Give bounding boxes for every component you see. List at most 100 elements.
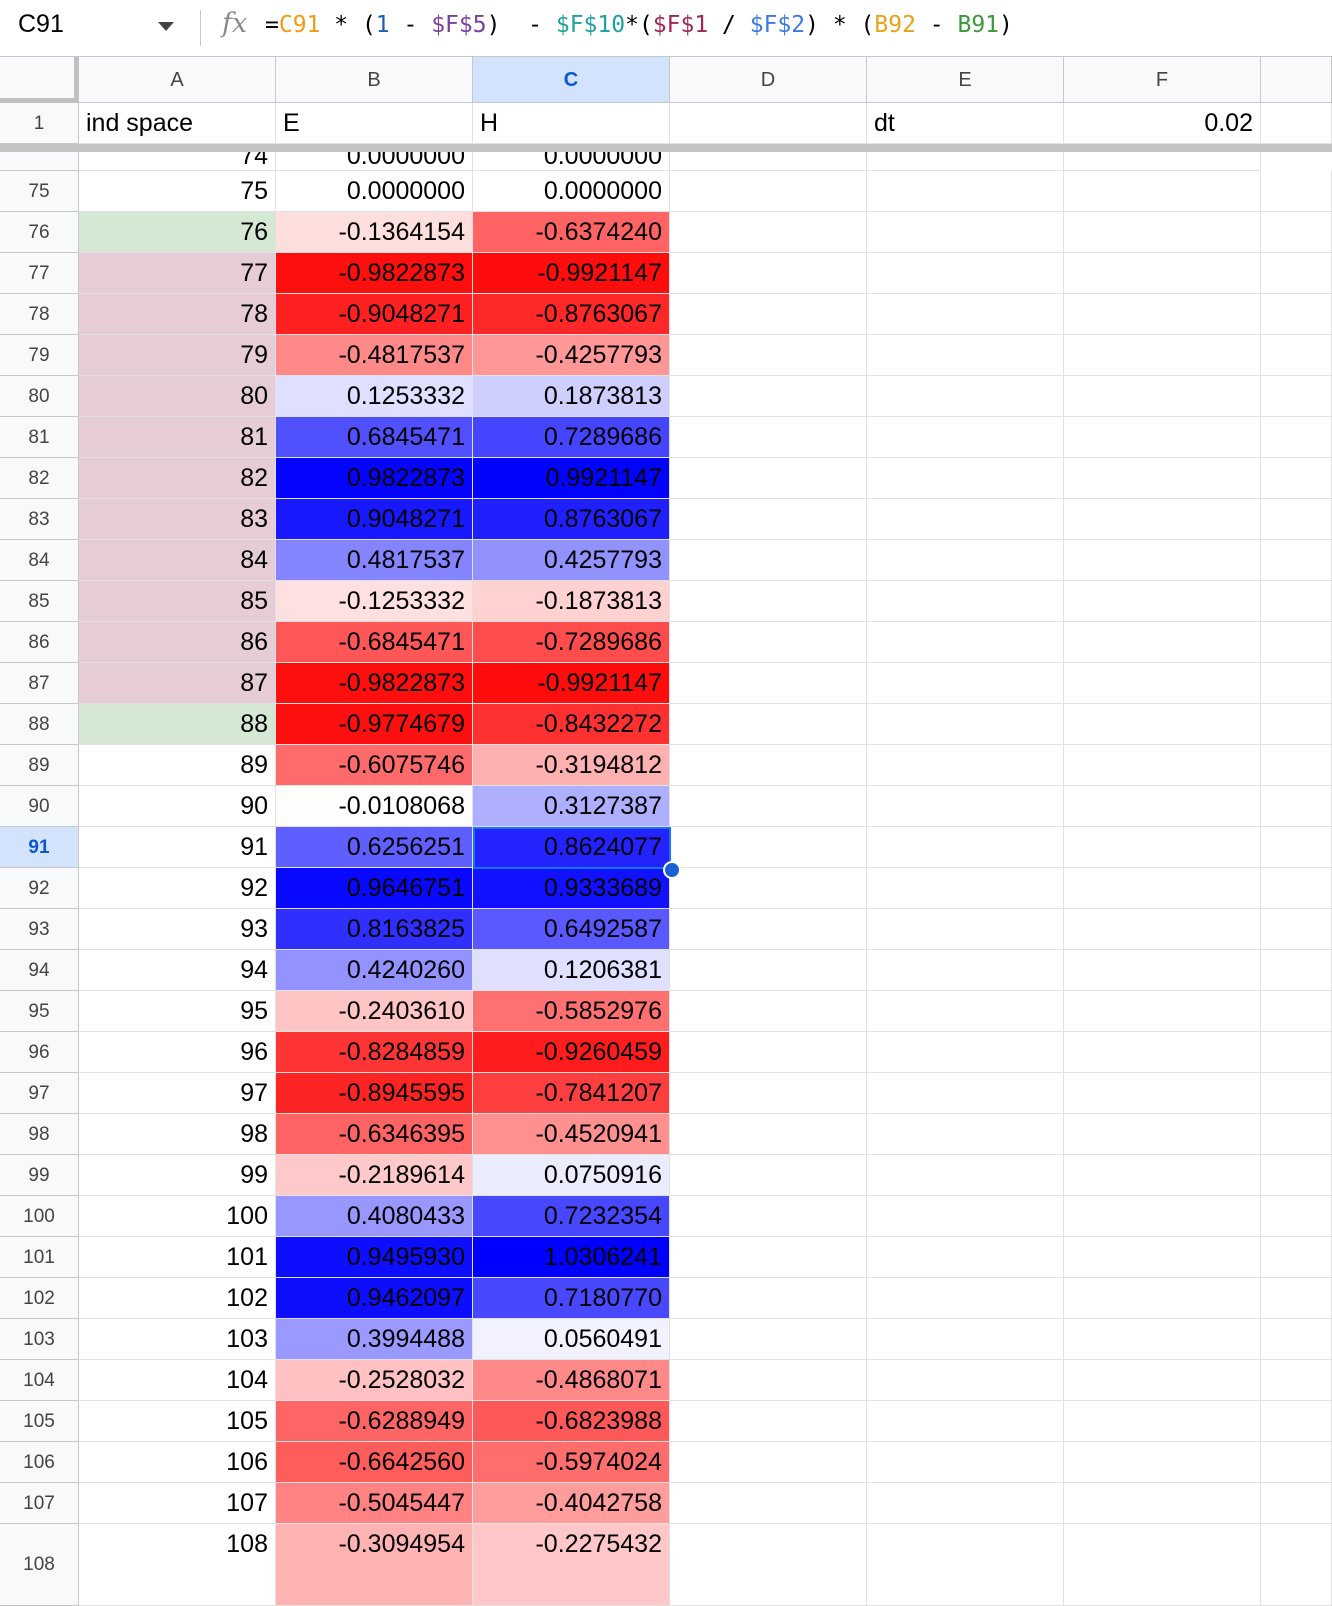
cell-empty[interactable]	[670, 1196, 867, 1237]
cell-empty[interactable]	[670, 499, 867, 540]
cell-empty[interactable]	[1261, 1524, 1332, 1606]
cell-empty[interactable]	[867, 1483, 1064, 1524]
row-header[interactable]: 101	[0, 1237, 79, 1278]
cell-empty[interactable]	[670, 581, 867, 622]
cell-b95[interactable]: -0.2403610	[276, 991, 473, 1032]
cell-empty[interactable]	[867, 540, 1064, 581]
cell-a89[interactable]: 89	[79, 745, 276, 786]
cell-empty[interactable]	[867, 704, 1064, 745]
cell-empty[interactable]	[867, 950, 1064, 991]
cell-empty[interactable]	[1064, 1360, 1261, 1401]
cell-empty[interactable]	[1064, 745, 1261, 786]
cell-a95[interactable]: 95	[79, 991, 276, 1032]
cell-empty[interactable]	[670, 212, 867, 253]
cell-a91[interactable]: 91	[79, 827, 276, 868]
cell-c78[interactable]: -0.8763067	[473, 294, 670, 335]
cell-empty[interactable]	[1064, 827, 1261, 868]
cell-c85[interactable]: -0.1873813	[473, 581, 670, 622]
cell-empty[interactable]	[670, 991, 867, 1032]
cell-c92[interactable]: 0.9333689	[473, 868, 670, 909]
row-header[interactable]: 85	[0, 581, 79, 622]
cell-empty[interactable]	[867, 1360, 1064, 1401]
cell-b96[interactable]: -0.8284859	[276, 1032, 473, 1073]
cell-empty[interactable]	[670, 1114, 867, 1155]
cell-empty[interactable]	[670, 1278, 867, 1319]
row-header[interactable]: 103	[0, 1319, 79, 1360]
cell-empty[interactable]	[1261, 1401, 1332, 1442]
cell-empty[interactable]	[1064, 950, 1261, 991]
cell-e1[interactable]: dt	[867, 103, 1064, 144]
cell-empty[interactable]	[670, 1155, 867, 1196]
row-header[interactable]: 105	[0, 1401, 79, 1442]
cell-empty[interactable]	[670, 1360, 867, 1401]
cell-empty[interactable]	[867, 1114, 1064, 1155]
cell-partial-row[interactable]: 0.0000000	[276, 152, 473, 171]
cell-c94[interactable]: 0.1206381	[473, 950, 670, 991]
cell-c83[interactable]: 0.8763067	[473, 499, 670, 540]
cell-c102[interactable]: 0.7180770	[473, 1278, 670, 1319]
cell-empty[interactable]	[867, 786, 1064, 827]
cell-empty[interactable]	[1064, 1442, 1261, 1483]
cell-a79[interactable]: 79	[79, 335, 276, 376]
cell-a107[interactable]: 107	[79, 1483, 276, 1524]
cell-empty[interactable]	[670, 1237, 867, 1278]
row-header[interactable]: 83	[0, 499, 79, 540]
row-header[interactable]: 98	[0, 1114, 79, 1155]
cell-empty[interactable]	[1261, 827, 1332, 868]
cell-b93[interactable]: 0.8163825	[276, 909, 473, 950]
cell-c108[interactable]: -0.2275432	[473, 1524, 670, 1606]
cell-empty[interactable]	[867, 1073, 1064, 1114]
select-all-corner[interactable]	[0, 57, 79, 103]
cell-empty[interactable]	[670, 745, 867, 786]
cell-c105[interactable]: -0.6823988	[473, 1401, 670, 1442]
cell-b106[interactable]: -0.6642560	[276, 1442, 473, 1483]
cell-c101[interactable]: 1.0306241	[473, 1237, 670, 1278]
cell-empty[interactable]	[1261, 581, 1332, 622]
cell-empty[interactable]	[1261, 171, 1332, 212]
cell-empty[interactable]	[867, 335, 1064, 376]
cell-a1[interactable]: ind space	[79, 103, 276, 144]
cell-a81[interactable]: 81	[79, 417, 276, 458]
cell-b79[interactable]: -0.4817537	[276, 335, 473, 376]
cell-empty[interactable]	[867, 827, 1064, 868]
cell-f1[interactable]: 0.02	[1064, 103, 1261, 144]
cell-empty[interactable]	[670, 417, 867, 458]
cell-a92[interactable]: 92	[79, 868, 276, 909]
cell-b94[interactable]: 0.4240260	[276, 950, 473, 991]
cell-b103[interactable]: 0.3994488	[276, 1319, 473, 1360]
cell-empty[interactable]	[867, 171, 1064, 212]
cell-empty[interactable]	[1064, 417, 1261, 458]
row-header[interactable]: 89	[0, 745, 79, 786]
column-header-e[interactable]: E	[867, 57, 1064, 103]
cell-b81[interactable]: 0.6845471	[276, 417, 473, 458]
cell-empty[interactable]	[670, 1442, 867, 1483]
cell-a105[interactable]: 105	[79, 1401, 276, 1442]
cell-empty[interactable]	[867, 1401, 1064, 1442]
cell-empty[interactable]	[867, 1237, 1064, 1278]
row-header[interactable]: 106	[0, 1442, 79, 1483]
row-header[interactable]: 96	[0, 1032, 79, 1073]
row-header[interactable]: 86	[0, 622, 79, 663]
cell-c1[interactable]: H	[473, 103, 670, 144]
active-cell-selection[interactable]	[473, 827, 671, 869]
cell-a99[interactable]: 99	[79, 1155, 276, 1196]
cell-empty[interactable]	[670, 1073, 867, 1114]
cell-a85[interactable]: 85	[79, 581, 276, 622]
cell-empty[interactable]	[670, 704, 867, 745]
cell-empty[interactable]	[1261, 1442, 1332, 1483]
cell-c103[interactable]: 0.0560491	[473, 1319, 670, 1360]
row-header[interactable]: 80	[0, 376, 79, 417]
cell-d1[interactable]	[670, 103, 867, 144]
row-header[interactable]: 102	[0, 1278, 79, 1319]
cell-a76[interactable]: 76	[79, 212, 276, 253]
cell-b98[interactable]: -0.6346395	[276, 1114, 473, 1155]
cell-empty[interactable]	[670, 1483, 867, 1524]
cell-c99[interactable]: 0.0750916	[473, 1155, 670, 1196]
fill-handle[interactable]	[663, 861, 681, 879]
cell-a88[interactable]: 88	[79, 704, 276, 745]
cell-empty[interactable]	[670, 950, 867, 991]
cell-partial-row[interactable]	[670, 152, 867, 171]
cell-empty[interactable]	[670, 827, 867, 868]
cell-a104[interactable]: 104	[79, 1360, 276, 1401]
cell-b105[interactable]: -0.6288949	[276, 1401, 473, 1442]
